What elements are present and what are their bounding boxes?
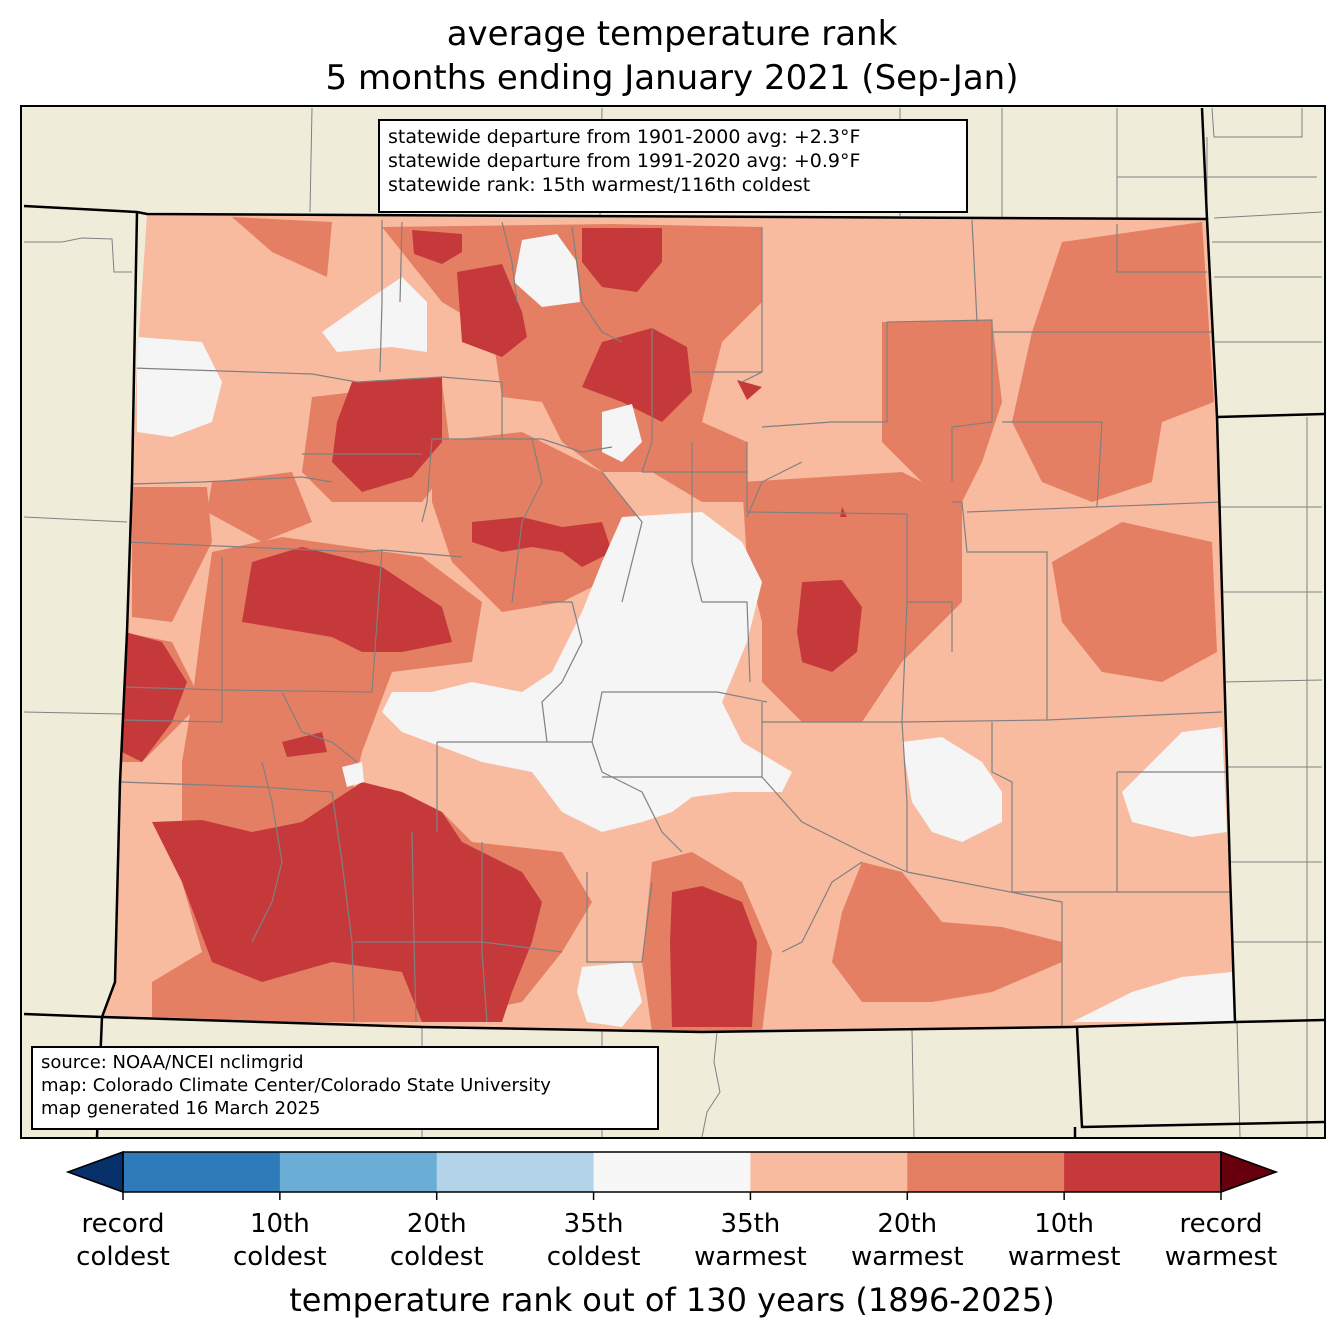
colorbar-tick-label: 10th warmest [1007,1209,1121,1272]
colorado-map [23,107,1324,1137]
colorbar-tick-label: 35th warmest [694,1209,807,1272]
colorbar-extend-left [68,1152,123,1192]
colorbar-title: temperature rank out of 130 years (1896-… [289,1281,1055,1319]
colorbar-segment [593,1152,751,1192]
colorbar-tick-label: 10th coldest [233,1209,327,1272]
colorbar-tick-label: record coldest [76,1209,170,1272]
colorbar-segment [279,1152,438,1192]
colorbar-segment [750,1152,908,1192]
generated-date-line: map generated 16 March 2025 [41,1098,321,1119]
colorbar-segment [907,1152,1065,1192]
colorbar-segment [123,1152,281,1192]
map-frame [20,105,1326,1139]
colorbar-tick-label: 20th coldest [389,1209,484,1272]
source-box: source: NOAA/NCEI nclimgrid map: Colorad… [31,1046,659,1130]
colorbar-tick-label: record warmest [1164,1209,1278,1272]
map-title-line2: 5 months ending January 2021 (Sep-Jan) [325,58,1019,98]
map-title-line1: average temperature rank [446,14,898,54]
stats-departure-1991-2020: statewide departure from 1991-2020 avg: … [388,150,861,172]
colorbar-segment [1064,1152,1222,1192]
colorbar [66,1150,1278,1200]
colorbar-extend-right [1221,1152,1276,1192]
colorbar-segment [436,1152,595,1192]
stats-rank: statewide rank: 15th warmest/116th colde… [388,174,811,196]
colorbar-tick-label: 20th warmest [851,1209,964,1272]
map-credit-line: map: Colorado Climate Center/Colorado St… [41,1075,551,1096]
colorbar-tick-label: 35th coldest [546,1209,641,1272]
source-line: source: NOAA/NCEI nclimgrid [41,1052,304,1073]
stats-departure-1901-2000: statewide departure from 1901-2000 avg: … [388,126,861,148]
statewide-stats-box: statewide departure from 1901-2000 avg: … [378,119,968,213]
